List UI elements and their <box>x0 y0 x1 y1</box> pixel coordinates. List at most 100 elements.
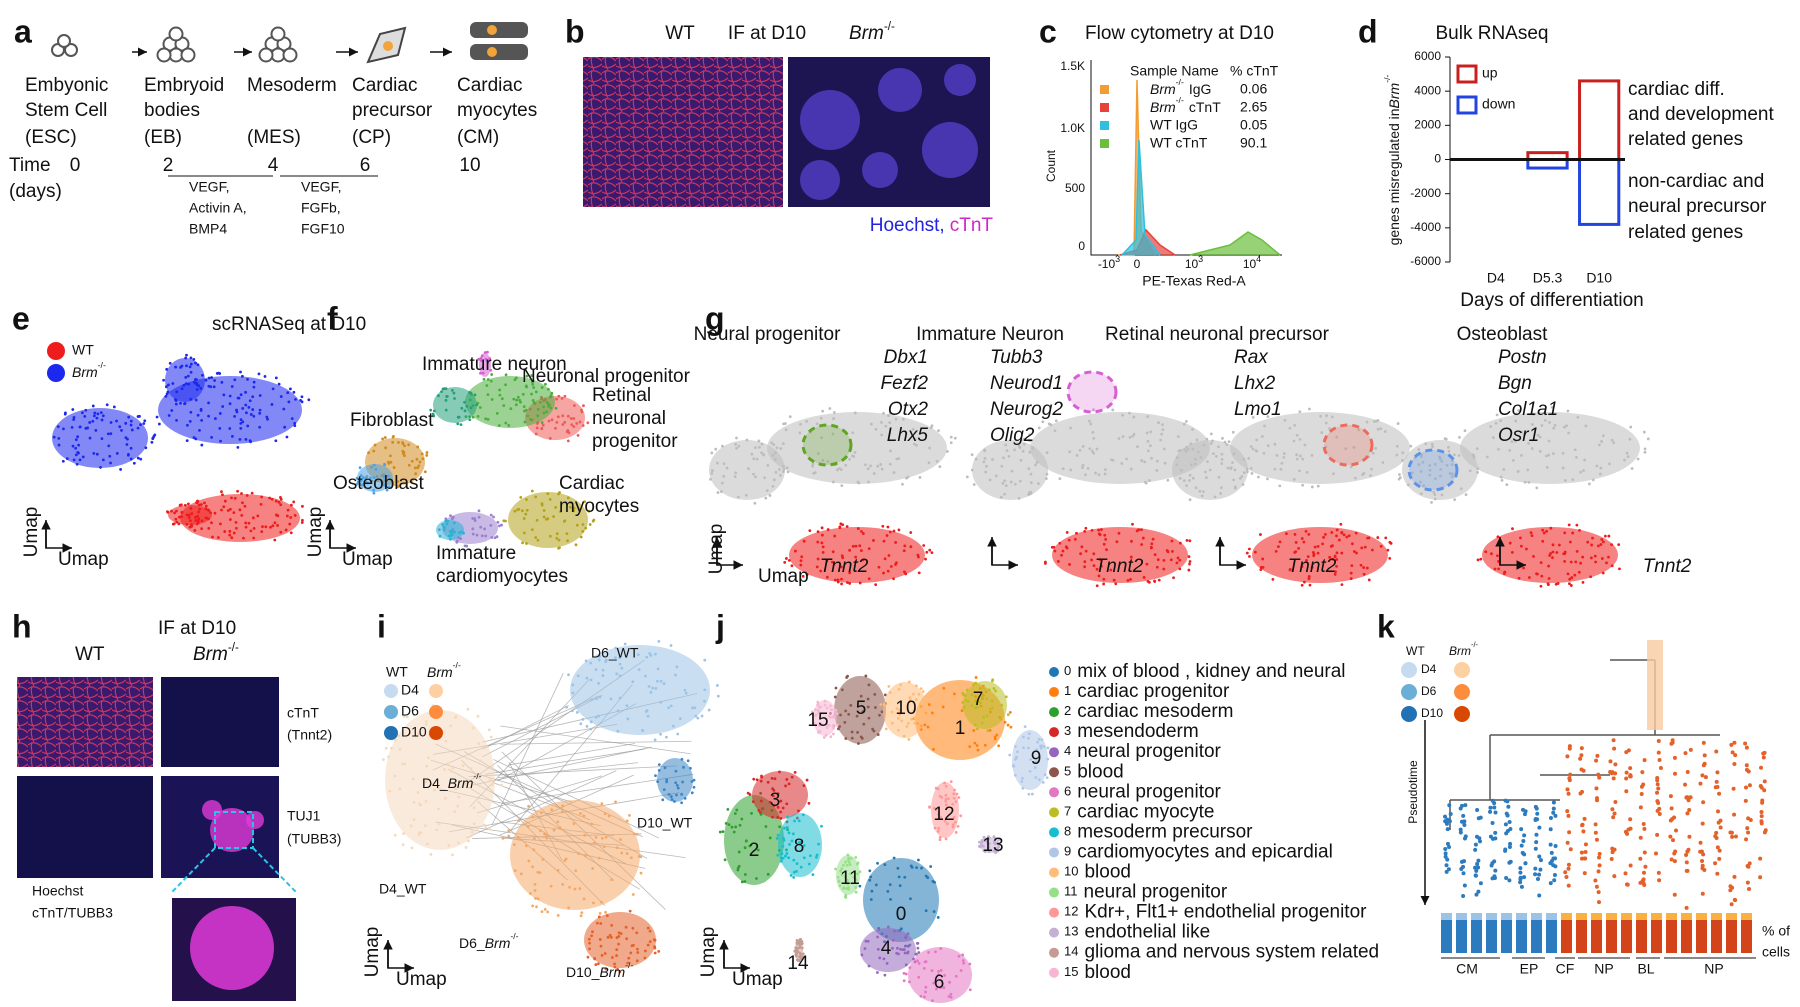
umap-dot <box>1518 577 1521 580</box>
umap-dot <box>563 395 566 398</box>
cell-dot <box>1658 758 1662 762</box>
umap-dot <box>909 545 912 548</box>
umap-dot <box>502 837 505 840</box>
stain-label: TUJ1 <box>287 808 321 824</box>
umap-dot <box>723 462 726 465</box>
umap-dot <box>784 785 787 788</box>
umap-dot <box>1122 435 1125 438</box>
cell-dot <box>1639 836 1643 840</box>
umap-dot <box>1022 450 1025 453</box>
umap-dot <box>1376 536 1379 539</box>
umap-dot <box>1036 461 1039 464</box>
umap-dot <box>184 376 187 379</box>
umap-dot <box>889 883 892 886</box>
umap-dot <box>1548 440 1551 443</box>
umap-dot <box>534 889 537 892</box>
cell-dot <box>1624 777 1628 781</box>
umap-dot <box>972 729 975 732</box>
umap-dot <box>883 703 886 706</box>
umap-dot <box>963 706 966 709</box>
umap-dot <box>1211 440 1214 443</box>
umap-dot <box>722 830 725 833</box>
superscript: -/- <box>884 20 895 33</box>
umap-dot <box>1558 544 1561 547</box>
umap-dot <box>1341 583 1344 586</box>
umap-dot <box>258 412 261 415</box>
umap-dot <box>1301 484 1304 487</box>
umap-dot <box>1567 410 1570 413</box>
umap-dot <box>598 916 601 919</box>
umap-dot <box>496 412 499 415</box>
umap-dot <box>716 684 719 687</box>
cell-dot <box>1687 835 1691 839</box>
legend-label: 7cardiac myocyte <box>1064 801 1215 822</box>
umap-dot <box>488 828 491 831</box>
legend-label: WT <box>72 342 94 358</box>
umap-dot <box>1546 466 1549 469</box>
cell-dot <box>1549 843 1553 847</box>
umap-dot <box>88 421 91 424</box>
umap-dot <box>717 491 720 494</box>
umap-dot <box>533 837 536 840</box>
umap-dot <box>1011 470 1014 473</box>
cell-dot <box>1689 748 1693 752</box>
umap-dot <box>897 457 900 460</box>
umap-dot <box>1355 552 1358 555</box>
umap-dot <box>1097 529 1100 532</box>
umap-label: Umap <box>58 549 109 570</box>
umap-dot <box>891 722 894 725</box>
umap-dot <box>1489 425 1492 428</box>
subpanel-title: Immature Neuron <box>916 324 1064 345</box>
umap-dot <box>222 394 225 397</box>
cell-dot <box>1728 888 1732 892</box>
umap-dot <box>782 422 785 425</box>
umap-dot <box>429 853 432 856</box>
umap-dot <box>783 561 786 564</box>
cell-dot <box>1488 810 1492 814</box>
umap-label: Umap <box>698 927 719 978</box>
umap-dot <box>922 690 925 693</box>
umap-dot <box>76 435 79 438</box>
cell-dot <box>1476 859 1480 863</box>
umap-dot <box>537 539 540 542</box>
umap-dot <box>886 534 889 537</box>
umap-dot <box>1263 425 1266 428</box>
umap-dot <box>676 665 679 668</box>
umap-dot <box>402 832 405 835</box>
umap-dot <box>390 747 393 750</box>
umap-dot <box>1068 539 1071 542</box>
cell-dot <box>1521 839 1525 843</box>
umap-dot <box>1163 559 1166 562</box>
bar <box>1580 81 1619 160</box>
umap-dot <box>264 525 267 528</box>
umap-dot <box>833 411 836 414</box>
umap-dot <box>1540 585 1543 588</box>
umap-dot <box>1261 435 1264 438</box>
cell-dot <box>1584 842 1588 846</box>
umap-dot <box>459 537 462 540</box>
umap-dot <box>575 422 578 425</box>
umap-dot <box>292 501 295 504</box>
umap-dot <box>1305 530 1308 533</box>
umap-dot <box>848 458 851 461</box>
umap-dot <box>828 407 831 410</box>
umap-dot <box>293 422 296 425</box>
umap-dot <box>846 525 849 528</box>
umap-dot <box>691 780 694 783</box>
umap-dot <box>1339 523 1342 526</box>
umap-dot <box>1044 562 1047 565</box>
nucleus-blob <box>800 90 860 150</box>
umap-dot <box>851 731 854 734</box>
y-axis-label: Pseudotime <box>1406 760 1420 824</box>
umap-dot <box>1373 420 1376 423</box>
umap-dot <box>425 720 428 723</box>
umap-dot <box>654 952 657 955</box>
umap-dot <box>1574 448 1577 451</box>
composition-bar-top <box>1561 913 1572 920</box>
umap-dot <box>934 827 937 830</box>
umap-dot <box>649 930 652 933</box>
umap-dot <box>867 467 870 470</box>
umap-dot <box>1293 551 1296 554</box>
umap-dot <box>1041 420 1044 423</box>
cluster-number: 10 <box>895 698 916 719</box>
